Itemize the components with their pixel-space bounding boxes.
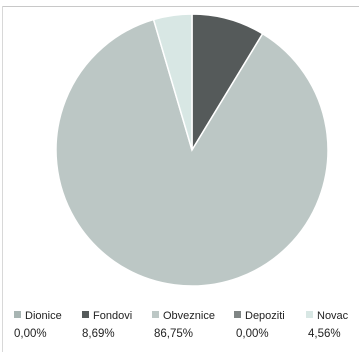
- legend: Dionice Fondovi Obveznice Depoziti Novac…: [0, 310, 361, 350]
- value-label-fondovi: 8,69%: [82, 328, 115, 340]
- value-label-depoziti: 0,00%: [236, 328, 269, 340]
- legend-item-novac: Novac: [306, 310, 348, 322]
- legend-swatch-dionice: [14, 311, 21, 318]
- legend-label-obveznice: Obveznice: [163, 310, 215, 322]
- value-label-novac: 4,56%: [308, 328, 341, 340]
- legend-item-dionice: Dionice: [14, 310, 62, 322]
- legend-label-dionice: Dionice: [25, 310, 62, 322]
- legend-item-depoziti: Depoziti: [234, 310, 285, 322]
- frame-left-border: [2, 6, 3, 352]
- legend-swatch-depoziti: [234, 311, 241, 318]
- pie-slices: [55, 13, 329, 287]
- legend-swatch-fondovi: [82, 311, 89, 318]
- value-label-dionice: 0,00%: [14, 328, 47, 340]
- legend-label-fondovi: Fondovi: [93, 310, 133, 322]
- legend-swatch-novac: [306, 311, 313, 318]
- legend-label-depoziti: Depoziti: [245, 310, 285, 322]
- pie-slice-obveznice: [55, 18, 329, 287]
- pie-slice-novac: [152, 13, 193, 151]
- legend-label-novac: Novac: [317, 310, 349, 322]
- legend-item-obveznice: Obveznice: [152, 310, 215, 322]
- frame-top-border: [2, 6, 359, 7]
- value-label-obveznice: 86,75%: [154, 328, 194, 340]
- legend-item-fondovi: Fondovi: [82, 310, 132, 322]
- legend-swatch-obveznice: [152, 311, 159, 318]
